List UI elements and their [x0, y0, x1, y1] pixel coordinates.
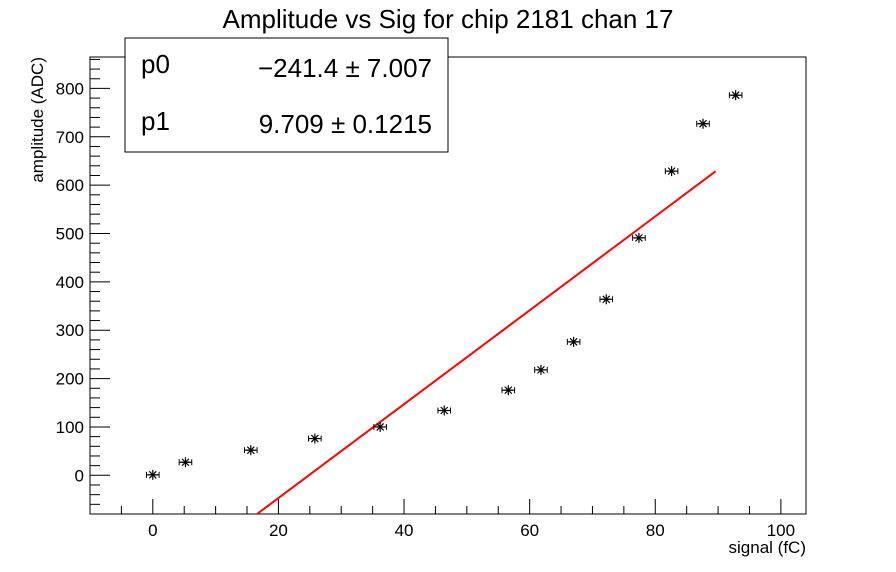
marker-stroke — [504, 386, 513, 395]
marker-stroke — [376, 423, 385, 431]
x-tick-label: 100 — [767, 521, 795, 540]
data-point — [244, 445, 258, 456]
marker-stroke — [569, 337, 578, 346]
data-point — [632, 232, 646, 243]
data-point — [146, 469, 160, 480]
data-point — [664, 166, 679, 177]
data-point — [728, 90, 743, 101]
data-point — [437, 405, 452, 416]
marker-stroke — [310, 434, 319, 443]
data-point — [373, 421, 387, 432]
y-tick-label: 0 — [75, 466, 84, 485]
marker-stroke — [602, 295, 611, 304]
data-point — [534, 364, 548, 375]
stats-p0-value: −241.4 ± 7.007 — [258, 53, 432, 83]
y-axis: 0 100 200 300 400 500 600 700 800 — [56, 58, 110, 515]
marker-stroke — [246, 446, 255, 455]
marker-stroke — [537, 365, 545, 374]
marker-stroke — [667, 167, 676, 176]
data-point — [308, 433, 322, 444]
marker-stroke — [699, 119, 707, 128]
x-axis-label: signal (fC) — [729, 538, 806, 557]
stats-p1-value: 9.709 ± 0.1215 — [259, 109, 432, 139]
fit-line — [256, 170, 717, 515]
points-layer — [146, 90, 743, 480]
stats-p0-name: p0 — [141, 49, 170, 79]
y-tick-label: 100 — [56, 418, 84, 437]
fit-stats-box: p0 −241.4 ± 7.007 p1 9.709 ± 0.1215 — [124, 37, 449, 153]
y-tick-label: 600 — [56, 176, 84, 195]
y-tick-label: 300 — [56, 321, 84, 340]
y-tick-label: 500 — [56, 225, 84, 244]
data-point — [599, 294, 614, 305]
data-point — [566, 336, 581, 347]
fit-stats-frame — [124, 37, 449, 153]
y-tick-label: 800 — [56, 79, 84, 98]
data-point — [178, 457, 193, 468]
x-tick-label: 80 — [646, 521, 665, 540]
marker-stroke — [181, 458, 190, 467]
y-tick-label: 700 — [56, 128, 84, 147]
y-tick-label: 400 — [56, 273, 84, 292]
y-tick-label: 200 — [56, 370, 84, 389]
stats-p1-name: p1 — [141, 106, 170, 136]
data-point — [501, 385, 516, 396]
x-tick-label: 0 — [148, 521, 157, 540]
marker-stroke — [635, 233, 643, 242]
marker-stroke — [148, 470, 157, 479]
y-axis-label: amplitude (ADC) — [28, 57, 47, 183]
x-axis: 0 20 40 60 80 100 — [89, 499, 795, 540]
x-tick-label: 20 — [269, 521, 288, 540]
fit-layer — [256, 170, 717, 515]
data-point — [696, 118, 710, 129]
x-tick-label: 60 — [520, 521, 539, 540]
chart-title: Amplitude vs Sig for chip 2181 chan 17 — [223, 4, 674, 34]
marker-stroke — [440, 406, 449, 415]
x-tick-label: 40 — [395, 521, 414, 540]
marker-stroke — [731, 91, 740, 100]
